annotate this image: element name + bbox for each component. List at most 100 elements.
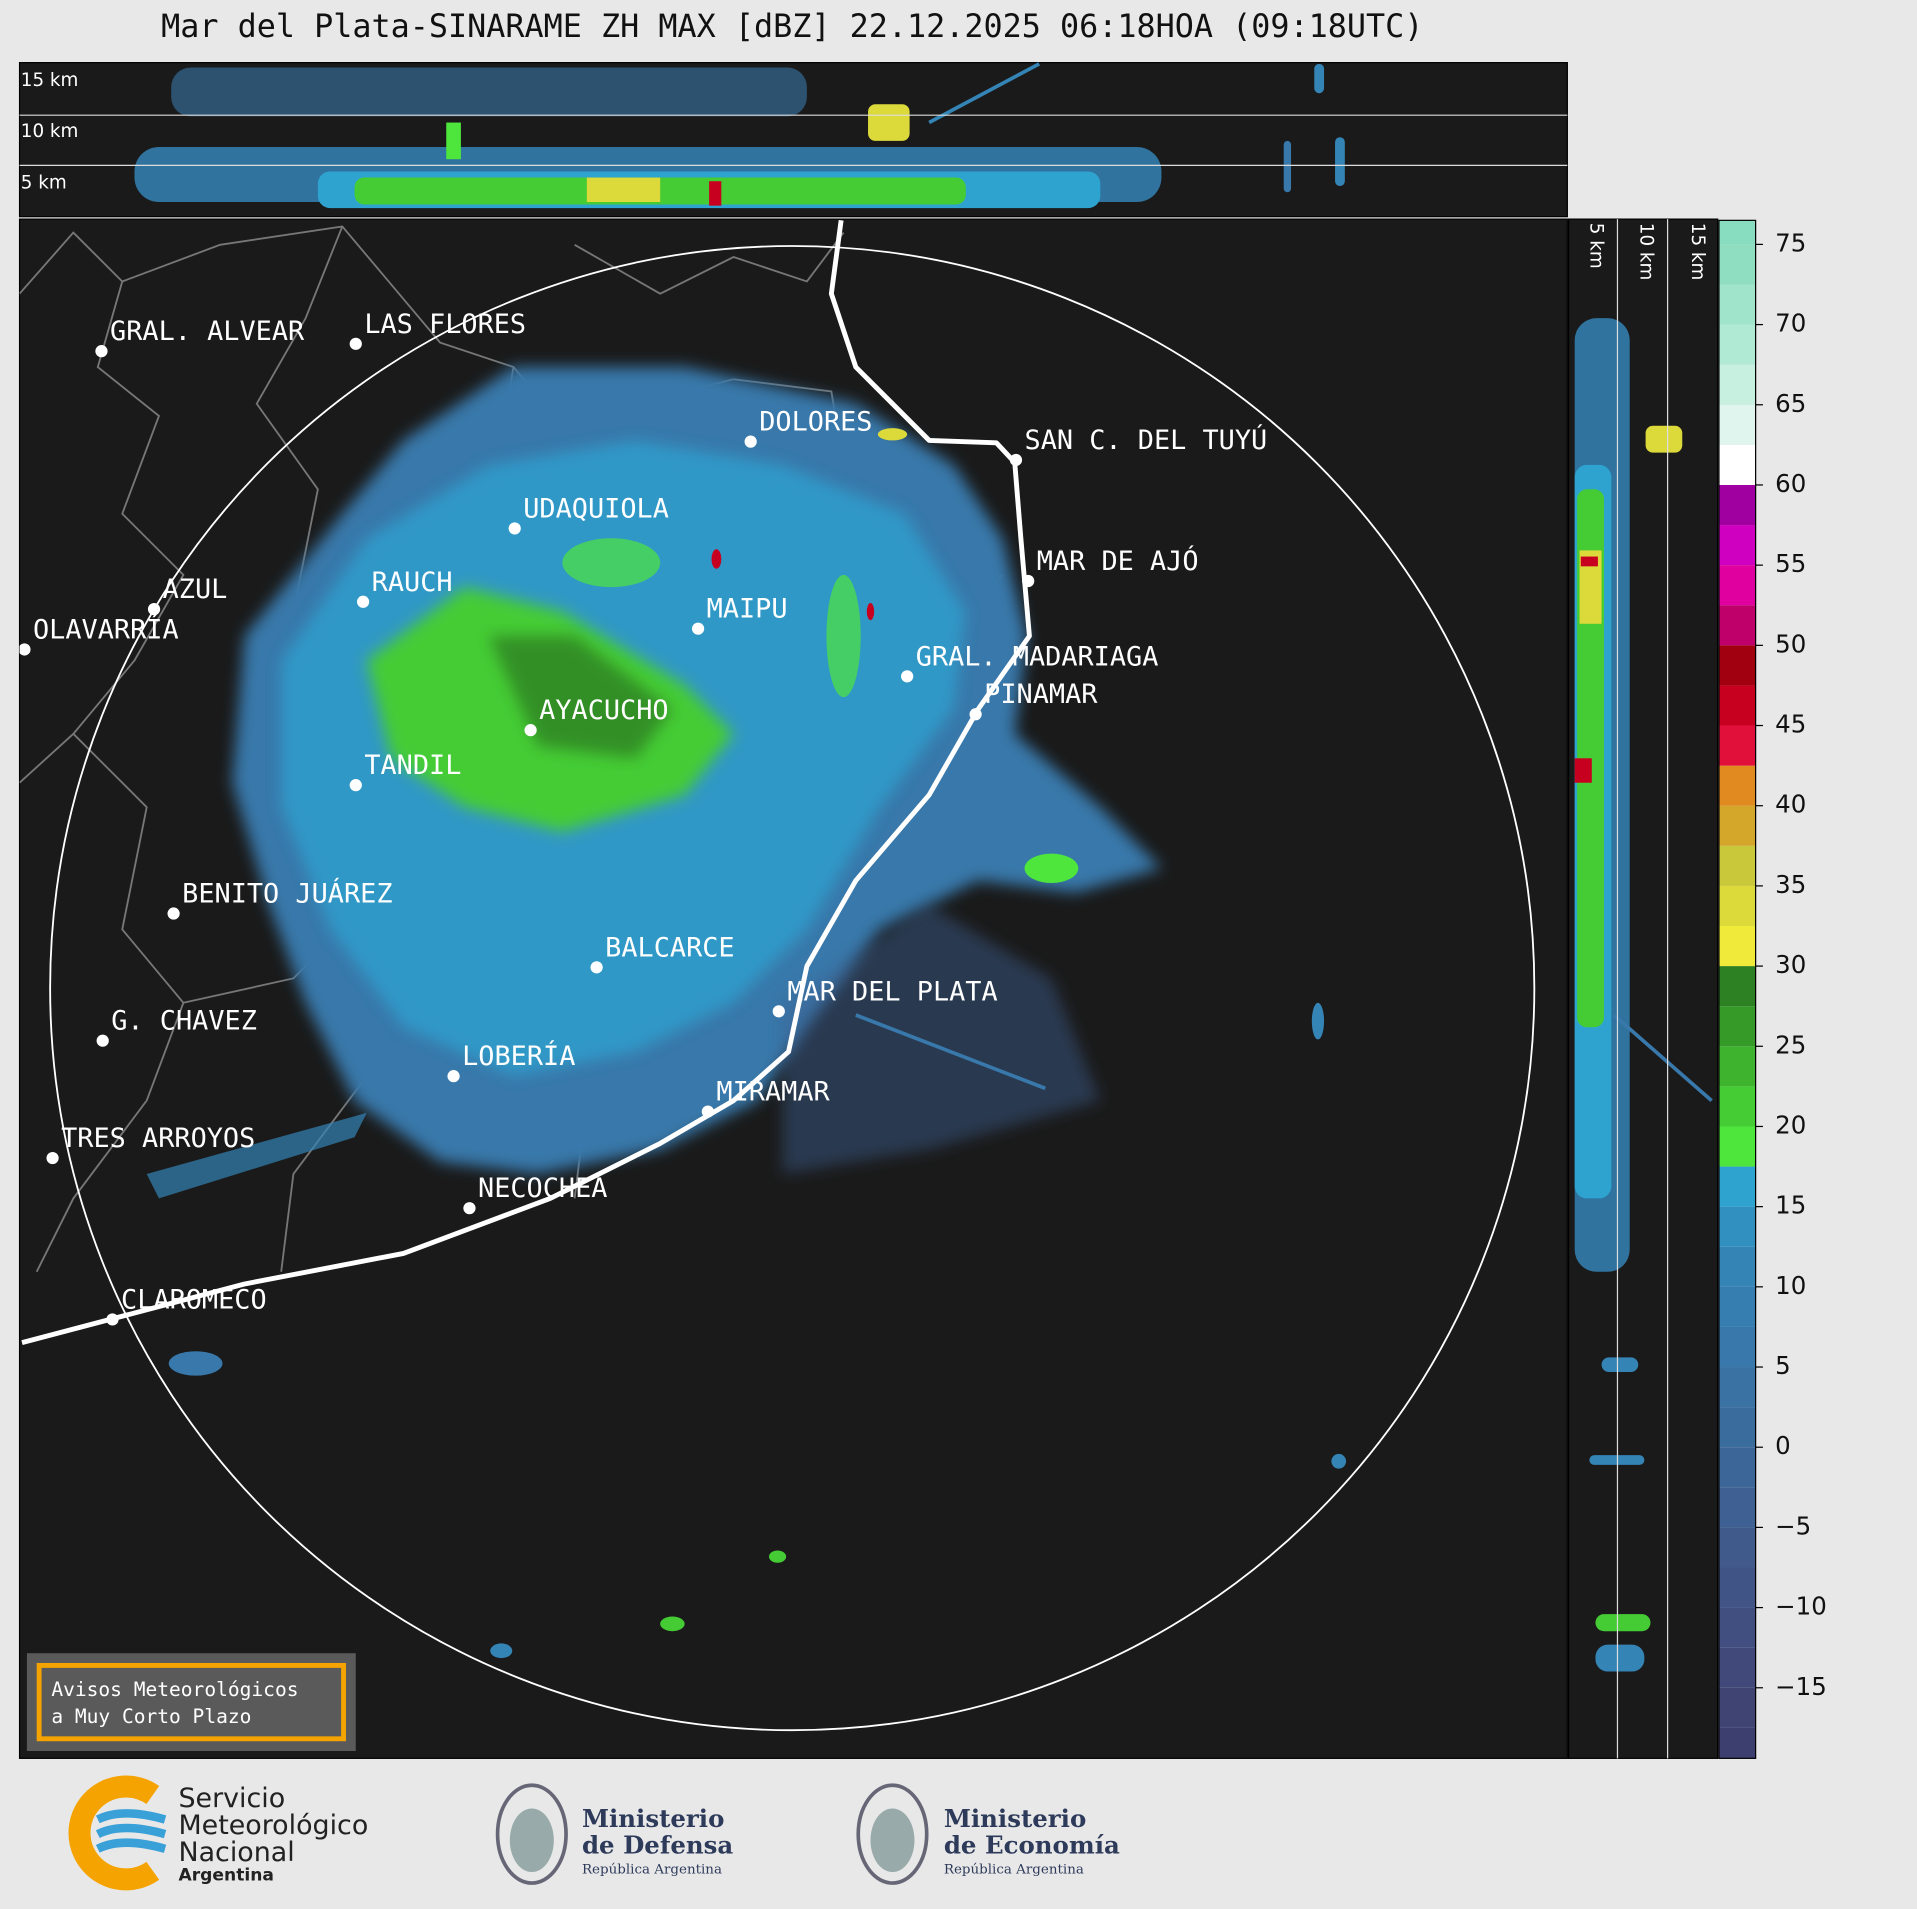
colorbar-band <box>1718 1487 1756 1528</box>
colorbar-tick-label: 10 <box>1775 1271 1806 1300</box>
city-dot <box>349 337 362 350</box>
height-label: 10 km <box>1636 223 1657 281</box>
notice-border <box>36 1662 346 1742</box>
range-ring <box>49 245 1536 1732</box>
logo-text: Nacional <box>178 1837 294 1868</box>
echo <box>1645 425 1683 453</box>
colorbar-band <box>1718 484 1756 526</box>
defensa-logo: Ministerio de Defensa República Argentin… <box>495 1783 733 1885</box>
echo <box>1580 556 1598 567</box>
colorbar-band <box>1718 324 1756 365</box>
echo <box>1024 853 1079 883</box>
echo <box>1311 1002 1325 1040</box>
city-label: DOLORES <box>759 407 872 438</box>
colorbar-band <box>1718 925 1756 967</box>
logo-text: República Argentina <box>944 1862 1084 1877</box>
crest <box>856 1783 929 1885</box>
city-dot <box>524 724 537 737</box>
city-label: MAR DE AJÓ <box>1037 545 1199 577</box>
colorbar-band <box>1718 1086 1756 1127</box>
city-dot <box>744 435 757 448</box>
city-label: RAUCH <box>372 567 453 598</box>
height-label: 5 km <box>21 173 67 194</box>
echo <box>711 549 722 569</box>
colorbar-tick-label: 15 <box>1775 1191 1806 1220</box>
colorbar-tick-label: 35 <box>1775 870 1806 899</box>
city-dot <box>508 522 521 535</box>
crest <box>509 1808 554 1873</box>
city-dot <box>96 1034 109 1047</box>
colorbar-band <box>1718 1046 1756 1087</box>
city-label: SAN C. DEL TUYÚ <box>1025 424 1268 456</box>
height-label: 15 km <box>21 70 79 91</box>
crest <box>495 1783 568 1885</box>
echo <box>1601 1357 1639 1373</box>
city-label: TANDIL <box>364 750 461 781</box>
cities: GRAL. ALVEAR LAS FLORES DOLORES SAN C. DEL … <box>19 309 1268 1326</box>
city-label: G. CHAVEZ <box>111 1006 257 1037</box>
colorbar-band <box>1718 605 1756 646</box>
logo-wave <box>95 1809 167 1824</box>
colorbar-band <box>1718 1367 1756 1408</box>
colorbar <box>1718 220 1756 1759</box>
economia-logo: Ministerio de Economía República Argenti… <box>856 1783 1120 1885</box>
city-dot <box>1022 574 1035 588</box>
colorbar-band <box>1718 765 1756 806</box>
city-label: AZUL <box>163 574 228 605</box>
city-dot <box>969 708 982 721</box>
colorbar-band <box>1718 1206 1756 1247</box>
notice-box <box>26 1653 356 1752</box>
colorbar-band <box>1718 1607 1756 1648</box>
logo-text: de Defensa <box>582 1831 733 1860</box>
logo-text: Meteorológico <box>178 1810 368 1841</box>
city-dot <box>356 595 370 608</box>
colorbar-band <box>1718 220 1756 245</box>
crest <box>870 1808 915 1873</box>
colorbar-band <box>1718 885 1756 926</box>
colorbar-band <box>1718 525 1756 566</box>
colorbar-tick-label: 75 <box>1775 228 1806 257</box>
colorbar-band <box>1718 1166 1756 1207</box>
city-label: AYACUCHO <box>539 695 668 726</box>
city-dot <box>95 345 108 358</box>
colorbar-band <box>1718 845 1756 886</box>
echo <box>877 428 908 441</box>
city-dot <box>447 1070 460 1083</box>
city-label: PINAMAR <box>984 679 1098 710</box>
colorbar-band <box>1718 966 1756 1007</box>
city-dot <box>701 1105 714 1118</box>
echo <box>446 122 461 160</box>
city-dot <box>46 1151 59 1165</box>
colorbar-band <box>1718 725 1756 766</box>
echo <box>868 104 910 141</box>
echo <box>1579 550 1602 624</box>
colorbar-band <box>1718 404 1756 445</box>
colorbar-tick-label: −15 <box>1775 1672 1827 1701</box>
colorbar-band <box>1718 444 1756 485</box>
colorbar-tick-label: 60 <box>1775 469 1806 498</box>
coastline <box>21 220 1032 1346</box>
smn-logo: Servicio Meteorológico Nacional Argentin… <box>68 1775 368 1891</box>
colorbar-band <box>1718 1567 1756 1608</box>
colorbar-band <box>1718 1727 1756 1759</box>
echo <box>769 1550 787 1563</box>
colorbar-band <box>1718 1006 1756 1047</box>
colorbar-band <box>1718 645 1756 686</box>
echo <box>866 603 875 621</box>
echo <box>826 574 861 698</box>
city-dot <box>1009 453 1023 467</box>
city-label: BALCARCE <box>605 932 734 963</box>
logo-text: Servicio <box>178 1783 285 1814</box>
city-dot <box>147 603 161 616</box>
colorbar-tick-label: 5 <box>1775 1351 1791 1380</box>
city-dot <box>167 907 180 920</box>
colorbar-frame <box>1718 219 1757 1759</box>
logo-text: Argentina <box>178 1866 273 1886</box>
echo <box>168 1351 223 1376</box>
height-label: 5 km <box>1585 223 1606 269</box>
notice-text: Avisos Meteorológicos <box>51 1678 298 1701</box>
colorbar-tick-label: 0 <box>1775 1431 1791 1460</box>
city-label: CLAROMECO <box>121 1284 267 1315</box>
